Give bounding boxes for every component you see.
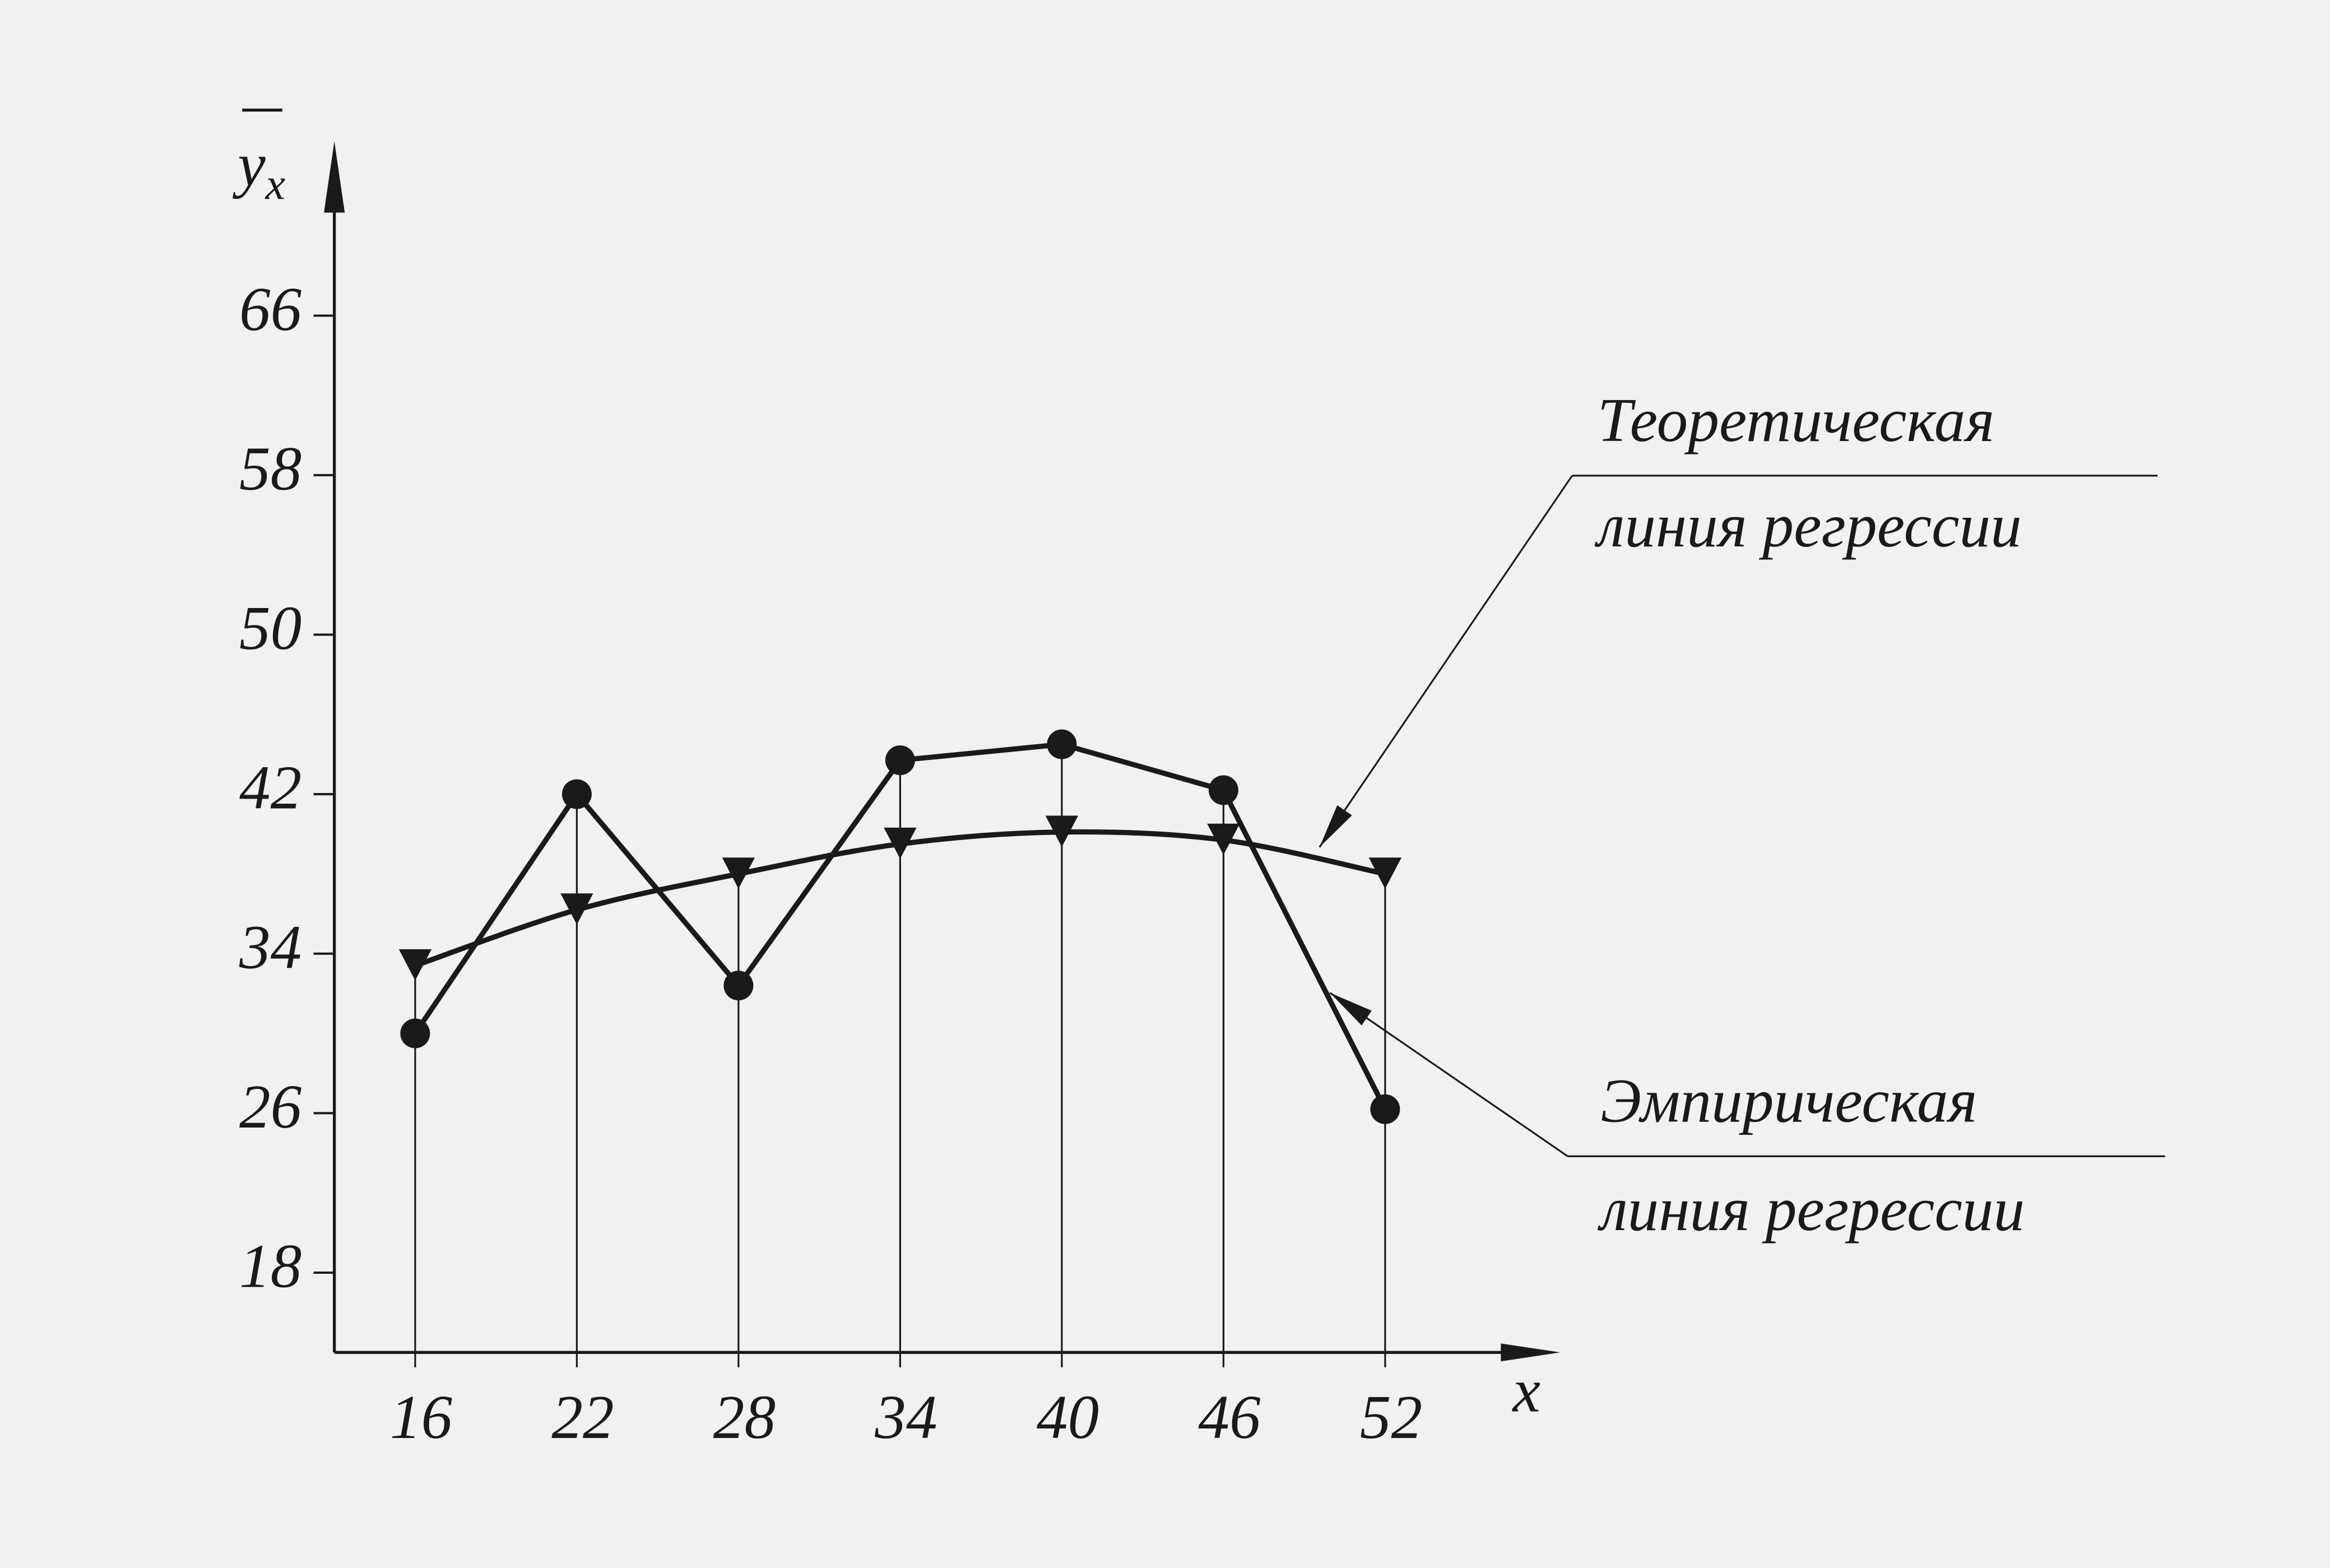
y-tick-label: 66 — [239, 275, 302, 344]
point — [560, 893, 593, 925]
point — [1207, 823, 1240, 855]
annotation-text: Теоретическая — [1598, 386, 1995, 455]
y-axis-arrow — [324, 141, 345, 213]
point — [400, 1018, 430, 1049]
point — [1370, 1094, 1400, 1124]
point — [1045, 815, 1079, 847]
y-axis-label-main: y — [232, 131, 266, 200]
annotation-leader — [1319, 475, 1573, 848]
x-tick-label: 46 — [1198, 1383, 1261, 1452]
annotation-text: линия регрессии — [1594, 491, 2022, 560]
x-tick-label: 16 — [390, 1383, 453, 1452]
y-tick-label: 50 — [239, 594, 301, 663]
point — [1368, 857, 1402, 889]
y-tick-label: 34 — [239, 913, 301, 982]
y-tick-label: 42 — [239, 754, 301, 823]
x-axis-label: x — [1512, 1356, 1540, 1425]
annotation-text: Эмпирическая — [1600, 1066, 1977, 1135]
y-tick-label: 18 — [239, 1232, 301, 1301]
x-tick-label: 52 — [1360, 1383, 1422, 1452]
y-axis-label: yx — [232, 131, 285, 210]
point — [723, 971, 754, 1001]
annotation-arrow — [1319, 805, 1352, 847]
y-tick-label: 26 — [239, 1073, 302, 1142]
annotation-leader — [1329, 992, 1568, 1157]
x-tick-label: 34 — [874, 1383, 937, 1452]
y-tick-label: 58 — [239, 434, 301, 503]
point — [884, 827, 917, 859]
point — [1047, 729, 1077, 759]
x-tick-label: 22 — [551, 1383, 614, 1452]
point — [722, 857, 755, 889]
point — [398, 949, 432, 981]
x-tick-label: 40 — [1037, 1383, 1099, 1452]
x-tick-label: 28 — [713, 1383, 776, 1452]
x-axis-arrow — [1501, 1343, 1561, 1362]
annotation-text: линия регрессии — [1597, 1175, 2025, 1244]
point — [561, 779, 592, 809]
point — [885, 745, 915, 776]
point — [1208, 775, 1238, 805]
y-axis-label-sub: x — [265, 160, 285, 209]
annotation-arrow — [1330, 992, 1372, 1026]
